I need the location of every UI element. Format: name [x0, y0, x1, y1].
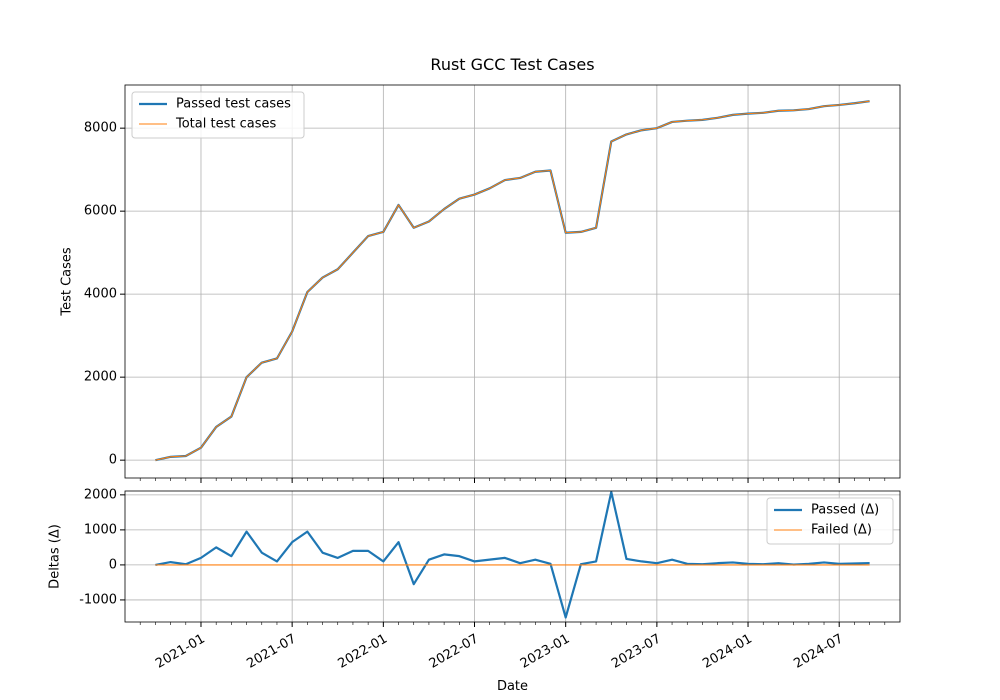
y-tick-label: 2000: [84, 370, 117, 385]
y-tick-label: 2000: [84, 487, 117, 502]
legend-label: Passed test cases: [176, 97, 291, 112]
axes-frame: [124, 490, 901, 623]
legend-label: Passed (Δ): [811, 503, 879, 518]
y-tick-label: -1000: [79, 592, 117, 607]
legend-label: Total test cases: [175, 117, 276, 132]
legend-label: Failed (Δ): [811, 523, 872, 538]
y-tick-label: 6000: [84, 204, 117, 219]
legend-box: [131, 91, 305, 139]
chart-title: Rust GCC Test Cases: [430, 55, 594, 74]
y-tick-label: 0: [109, 557, 117, 572]
y-tick-label: 0: [109, 453, 117, 468]
series-line: [155, 100, 870, 461]
y-axis-label: Deltas (Δ): [48, 524, 63, 589]
legend: Passed (Δ) Failed (Δ): [766, 497, 894, 545]
y-axis-label: Test Cases: [60, 247, 75, 317]
axes-frame: [124, 84, 901, 479]
legend: Passed test cases Total test cases: [131, 91, 305, 139]
y-tick-label: 8000: [84, 121, 117, 136]
y-tick-label: 4000: [84, 287, 117, 302]
x-axis-label: Date: [497, 679, 528, 694]
y-tick-label: 1000: [84, 522, 117, 537]
series-line: [155, 490, 870, 619]
